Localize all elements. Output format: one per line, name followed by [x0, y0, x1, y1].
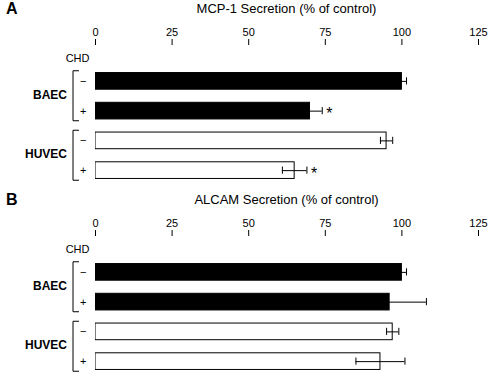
- html-text:ALCAM Secretion (% of control): ALCAM Secretion (% of control): [194, 192, 379, 207]
- svg-text:25: 25: [166, 26, 178, 38]
- svg-text:HUVEC: HUVEC: [25, 338, 67, 352]
- svg-text:50: 50: [243, 26, 255, 38]
- svg-text:75: 75: [319, 26, 331, 38]
- svg-text:*: *: [311, 165, 317, 182]
- svg-text:0: 0: [92, 26, 98, 38]
- svg-text:−: −: [80, 325, 86, 337]
- svg-text:125: 125: [469, 217, 487, 229]
- html-text:A: A: [6, 0, 18, 17]
- svg-text:*: *: [326, 105, 332, 122]
- svg-text:−: −: [80, 266, 86, 278]
- svg-text:50: 50: [243, 217, 255, 229]
- svg-text:+: +: [80, 355, 86, 367]
- html-text:MCP-1 Secretion (% of control): MCP-1 Secretion (% of control): [196, 1, 377, 16]
- svg-text:+: +: [80, 105, 86, 117]
- svg-text:+: +: [80, 296, 86, 308]
- svg-text:75: 75: [319, 217, 331, 229]
- svg-text:−: −: [80, 134, 86, 146]
- svg-text:125: 125: [469, 26, 487, 38]
- svg-text:100: 100: [393, 217, 411, 229]
- svg-text:100: 100: [393, 26, 411, 38]
- svg-text:BAEC: BAEC: [33, 88, 67, 102]
- svg-text:0: 0: [92, 217, 98, 229]
- svg-text:CHD: CHD: [66, 243, 90, 255]
- svg-text:25: 25: [166, 217, 178, 229]
- html-text:B: B: [6, 191, 18, 208]
- svg-text:BAEC: BAEC: [33, 279, 67, 293]
- svg-text:+: +: [80, 164, 86, 176]
- svg-text:HUVEC: HUVEC: [25, 147, 67, 161]
- svg-text:CHD: CHD: [66, 52, 90, 64]
- svg-text:−: −: [80, 75, 86, 87]
